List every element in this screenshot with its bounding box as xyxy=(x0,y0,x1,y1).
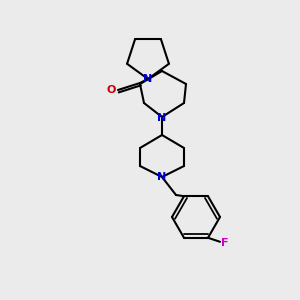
Text: F: F xyxy=(221,238,229,248)
Text: N: N xyxy=(158,172,166,182)
Text: N: N xyxy=(158,113,166,123)
Text: O: O xyxy=(106,85,116,95)
Text: N: N xyxy=(143,74,153,84)
